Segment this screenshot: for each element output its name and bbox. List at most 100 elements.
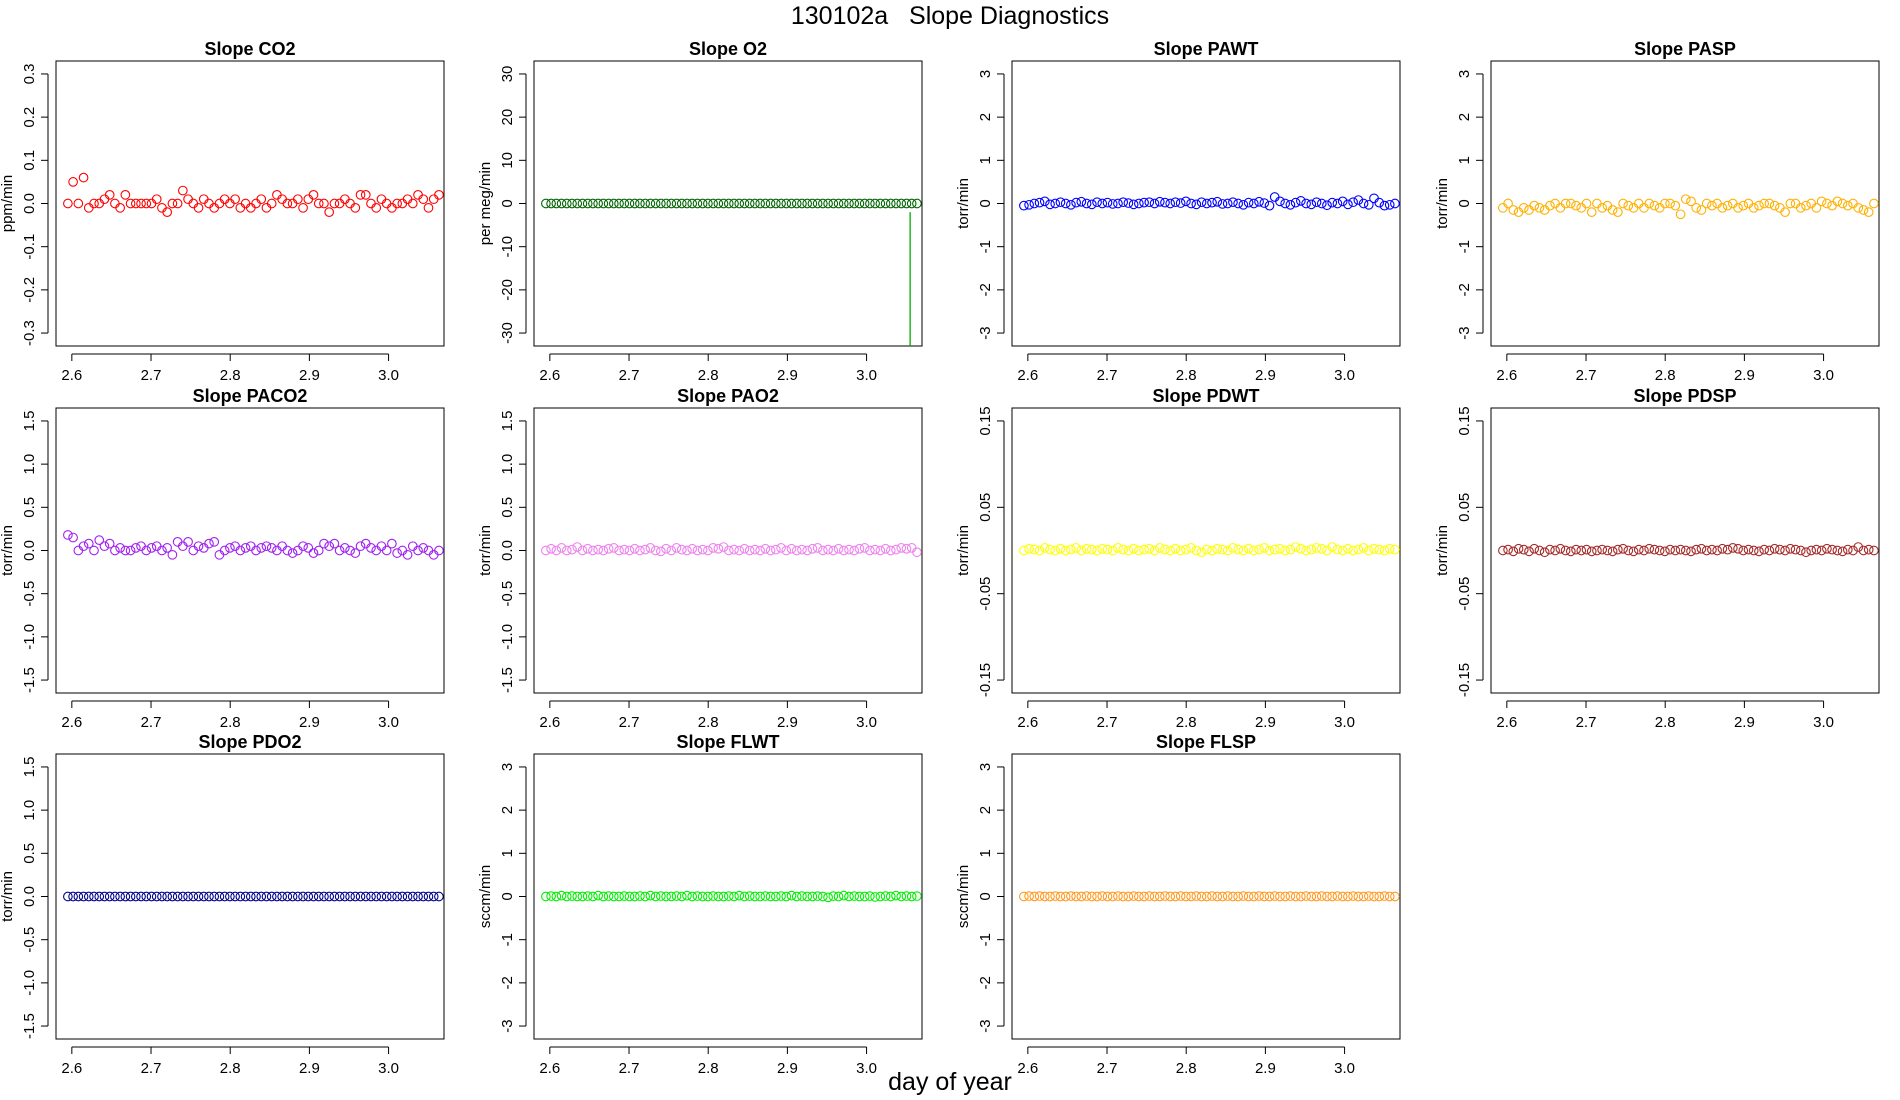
data-point (73, 545, 84, 556)
data-point (1769, 543, 1780, 554)
data-point (1233, 198, 1243, 209)
x-tick-label: 2.7 (141, 1060, 162, 1077)
y-tick-label: -30 (499, 322, 516, 344)
y-tick-label: -0.15 (1456, 663, 1473, 697)
data-point (329, 891, 340, 902)
x-tick-label: 2.7 (141, 367, 162, 384)
data-point (598, 198, 609, 209)
data-point (875, 198, 886, 209)
data-point (162, 543, 173, 553)
data-point (94, 535, 105, 545)
data-point (1128, 891, 1139, 901)
data-point (1748, 202, 1759, 213)
chart-panel-3: Slope PAWT 2.6 2.7 2.8 2.9 3.0 -3 -2 -1 0 1 2 3 torr/… (955, 39, 1401, 384)
y-axis-title: torr/min (955, 178, 972, 229)
y-tick-label: -1.5 (21, 1013, 38, 1039)
data-point (313, 891, 324, 902)
data-point (1754, 200, 1764, 211)
data-point (1029, 544, 1040, 555)
data-point (692, 891, 703, 901)
data-point (1191, 891, 1202, 901)
data-point (1086, 199, 1097, 210)
data-point (1154, 891, 1165, 902)
data-point (739, 543, 750, 554)
plot-frame (1011, 407, 1401, 694)
data-point (1785, 543, 1796, 554)
data-point (1139, 544, 1149, 555)
chart-panel-1: Slope CO2 2.6 2.7 2.8 2.9 3.0 -0.3 -0.2 -0.1 0.0 0… (0, 39, 445, 384)
data-point (765, 198, 776, 209)
x-tick-label: 2.8 (1655, 714, 1676, 731)
data-point (1154, 196, 1165, 207)
data-point (760, 543, 771, 554)
data-point (818, 545, 828, 556)
data-point (551, 198, 562, 209)
data-point (1811, 544, 1822, 555)
data-point (676, 891, 687, 902)
panel-title: Slope PASP (1634, 39, 1736, 59)
y-tick-label: 3 (499, 763, 516, 771)
data-point (125, 891, 136, 902)
data-point (865, 891, 875, 901)
data-point (1707, 544, 1717, 555)
data-point (676, 198, 687, 209)
data-point (744, 198, 755, 209)
data-point (739, 891, 750, 902)
data-point (608, 891, 619, 902)
data-point (624, 198, 635, 209)
data-point (645, 543, 656, 553)
data-point (120, 891, 131, 902)
data-point (1327, 891, 1338, 902)
x-tick-label: 2.9 (299, 714, 320, 731)
data-point (614, 545, 624, 556)
data-point (1280, 891, 1291, 902)
y-tick-label: -0.5 (21, 927, 38, 953)
data-point (598, 891, 609, 902)
data-point (78, 172, 89, 183)
chart-panel-4: Slope PASP 2.6 2.7 2.8 2.9 3.0 -3 -2 -1 0 1 2 3 torr/… (1434, 39, 1880, 384)
data-point (334, 198, 345, 209)
data-point (1296, 543, 1306, 554)
data-point (1092, 891, 1102, 902)
data-point (423, 545, 434, 556)
data-point (556, 543, 567, 553)
data-point (896, 543, 907, 553)
data-point (1311, 891, 1322, 902)
data-point (650, 891, 661, 902)
data-point (397, 198, 408, 209)
data-point (1301, 198, 1311, 209)
data-point (1764, 545, 1775, 556)
y-tick-label: -0.05 (977, 577, 994, 611)
data-point (1280, 198, 1291, 209)
data-point (1733, 202, 1743, 213)
data-point (1633, 198, 1644, 209)
x-tick-label: 3.0 (378, 367, 399, 384)
data-point (682, 198, 692, 209)
x-tick-label: 2.8 (1655, 367, 1676, 384)
data-point (1822, 198, 1832, 209)
data-point (407, 891, 418, 902)
data-point (786, 543, 797, 554)
data-point (1275, 196, 1285, 207)
data-point (1191, 545, 1202, 556)
data-point (1775, 202, 1785, 213)
data-point (791, 198, 802, 209)
data-point (556, 198, 567, 209)
data-point (1024, 543, 1034, 554)
data-point (110, 198, 120, 209)
data-point (802, 545, 813, 556)
data-point (1565, 198, 1576, 209)
data-point (1228, 197, 1238, 208)
data-point (1832, 545, 1843, 556)
data-point (1228, 891, 1238, 902)
x-tick-label: 3.0 (856, 367, 877, 384)
data-point (1029, 891, 1040, 902)
data-point (844, 198, 854, 209)
data-point (671, 543, 682, 553)
data-point (1212, 196, 1223, 207)
data-point (83, 202, 94, 213)
data-point (1539, 205, 1550, 215)
data-point (1071, 197, 1081, 208)
y-tick-label: -1 (499, 933, 516, 946)
data-point (1686, 546, 1696, 557)
